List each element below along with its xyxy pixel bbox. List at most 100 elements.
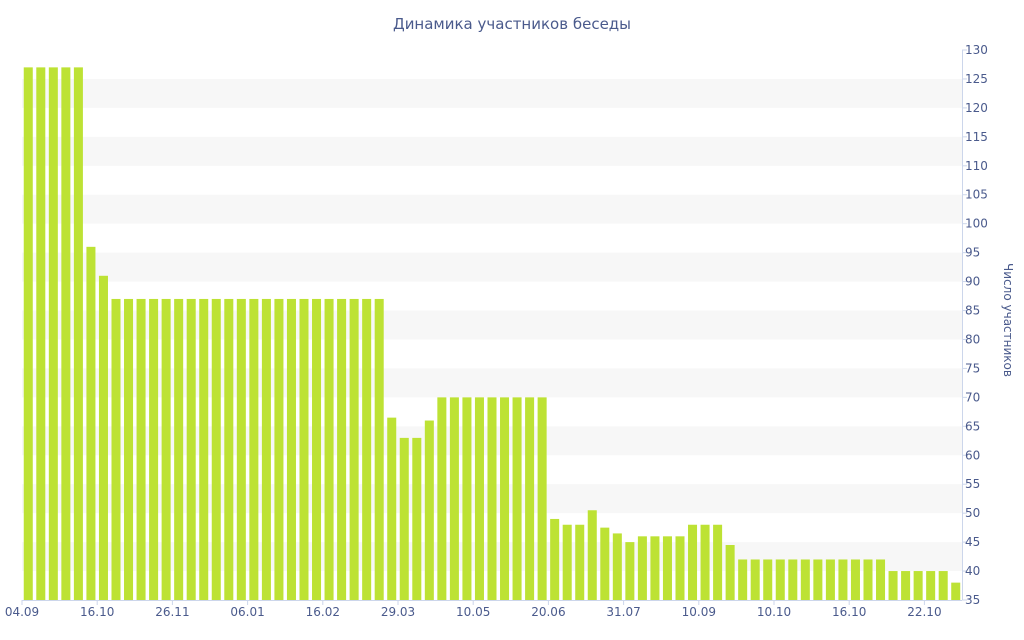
bar (850, 559, 860, 600)
grid-band (22, 136, 962, 166)
bar (86, 246, 96, 600)
x-tick-label: 16.02 (306, 605, 340, 619)
bar (876, 559, 886, 600)
x-tick-label: 26.11 (155, 605, 189, 619)
bar (650, 536, 660, 600)
y-tick-label: 40 (965, 564, 980, 578)
bar (662, 536, 672, 600)
axes (22, 50, 963, 601)
bar (725, 545, 735, 600)
x-axis-ticks: 04.09 16.10 26.11 06.01 16.02 29.03 10.05 20.06… (5, 600, 942, 619)
bar (424, 420, 434, 600)
x-tick-label: 06.01 (230, 605, 264, 619)
y-tick-label: 85 (965, 304, 980, 318)
y-tick-label: 45 (965, 535, 980, 549)
bar (838, 559, 848, 600)
bar (337, 298, 347, 600)
bar (713, 524, 723, 600)
bar (136, 298, 146, 600)
bar (211, 298, 221, 600)
bar (788, 559, 798, 600)
bars (23, 67, 961, 601)
bar (186, 298, 196, 600)
y-tick-label: 120 (965, 101, 988, 115)
bar (437, 397, 447, 600)
x-tick-label: 31.07 (606, 605, 640, 619)
bar (261, 298, 271, 600)
bar (474, 397, 484, 600)
y-tick-label: 105 (965, 188, 988, 202)
bar (274, 298, 284, 600)
bar (738, 559, 748, 600)
y-tick-label: 115 (965, 130, 988, 144)
bar (512, 397, 522, 600)
bar (700, 524, 710, 600)
bar (399, 437, 409, 600)
bar (612, 533, 622, 600)
grid-band (22, 252, 962, 282)
bar (625, 542, 635, 600)
x-tick-label: 10.10 (757, 605, 791, 619)
x-tick-label: 10.05 (456, 605, 490, 619)
bar (537, 397, 547, 600)
bar (199, 298, 209, 600)
y-tick-label: 50 (965, 506, 980, 520)
bar (913, 571, 923, 600)
bar (61, 67, 71, 601)
bar (124, 298, 134, 600)
bar (863, 559, 873, 600)
bar (286, 298, 296, 600)
y-axis-label: Число участников (1001, 263, 1015, 377)
bar (637, 536, 647, 600)
y-axis-ticks: 35 40 45 50 55 60 65 70 75 80 85 90 95 100 105 110 115 12… (962, 43, 988, 607)
bar (688, 524, 698, 600)
x-tick-label: 04.09 (5, 605, 39, 619)
grid-band (22, 194, 962, 224)
x-tick-label: 22.10 (907, 605, 941, 619)
bar (575, 524, 585, 600)
bar (587, 510, 597, 600)
bar (487, 397, 497, 600)
x-tick-label: 16.10 (80, 605, 114, 619)
bar (374, 298, 384, 600)
bar (775, 559, 785, 600)
bar (161, 298, 171, 600)
bar (312, 298, 322, 600)
bar (387, 417, 397, 600)
bar (562, 524, 572, 600)
bar (800, 559, 810, 600)
bar (236, 298, 246, 600)
bar (249, 298, 259, 600)
bar (901, 571, 911, 600)
y-tick-label: 60 (965, 448, 980, 462)
x-tick-label: 16.10 (832, 605, 866, 619)
bar (462, 397, 472, 600)
bar (111, 298, 121, 600)
y-tick-label: 80 (965, 332, 980, 346)
y-tick-label: 55 (965, 477, 980, 491)
y-tick-label: 70 (965, 390, 980, 404)
bar (938, 571, 948, 600)
bar (951, 582, 961, 600)
bar (48, 67, 58, 601)
y-tick-label: 35 (965, 593, 980, 607)
y-tick-label: 95 (965, 246, 980, 260)
bar (750, 559, 760, 600)
x-tick-label: 10.09 (682, 605, 716, 619)
bar (324, 298, 334, 600)
bar (299, 298, 309, 600)
bar (174, 298, 184, 600)
bar (36, 67, 46, 601)
bar (825, 559, 835, 600)
bar (412, 437, 422, 600)
bar (525, 397, 535, 600)
bar (550, 518, 560, 600)
y-tick-label: 65 (965, 419, 980, 433)
bar (23, 67, 33, 601)
grid-band (22, 78, 962, 108)
chart-title: Динамика участников беседы (393, 15, 631, 33)
y-tick-label: 90 (965, 275, 980, 289)
bar (675, 536, 685, 600)
